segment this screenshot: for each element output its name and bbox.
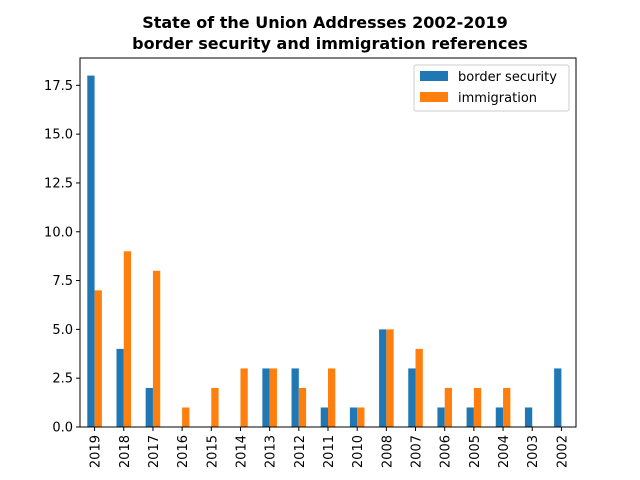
bar-border-security-2013 — [262, 368, 270, 427]
bars-group — [87, 75, 562, 427]
x-tick-label: 2003 — [526, 435, 541, 468]
x-tick-label: 2007 — [410, 435, 425, 468]
bar-immigration-2015 — [211, 387, 219, 427]
bar-border-security-2011 — [320, 407, 328, 427]
bar-border-security-2007 — [408, 368, 416, 427]
bar-border-security-2008 — [379, 329, 387, 427]
bar-immigration-2018 — [123, 251, 132, 427]
bar-immigration-2019 — [94, 290, 102, 427]
bar-border-security-2017 — [145, 387, 153, 427]
x-axis-ticks: 2019 2018 2017 2016 2015 2014 2013 2012 2011 2010… — [89, 427, 570, 468]
y-tick-label: 12.5 — [44, 176, 73, 191]
bar-border-security-2010 — [349, 407, 358, 427]
x-tick-label: 2010 — [351, 435, 366, 468]
x-tick-label: 2006 — [439, 435, 454, 468]
x-tick-label: 2016 — [176, 435, 191, 468]
x-tick-label: 2015 — [205, 435, 220, 468]
bar-immigration-2012 — [298, 387, 307, 427]
legend-swatch-immigration — [420, 92, 448, 102]
legend-swatch-border-security — [420, 71, 448, 81]
x-tick-label: 2005 — [468, 435, 483, 468]
bar-immigration-2004 — [503, 387, 511, 427]
bar-immigration-2011 — [328, 368, 336, 427]
bar-border-security-2003 — [524, 407, 533, 427]
x-tick-label: 2014 — [234, 435, 249, 468]
bar-immigration-2007 — [415, 348, 423, 427]
bar-immigration-2013 — [269, 368, 277, 427]
bar-immigration-2016 — [182, 407, 190, 427]
bar-immigration-2005 — [473, 387, 482, 427]
bar-border-security-2002 — [554, 368, 562, 427]
legend: border security immigration — [413, 64, 570, 112]
bar-immigration-2010 — [357, 407, 365, 427]
legend-box — [413, 64, 570, 112]
x-tick-label: 2018 — [118, 435, 133, 468]
x-tick-label: 2017 — [147, 435, 162, 468]
x-tick-label: 2011 — [322, 435, 337, 468]
y-tick-label: 15.0 — [44, 128, 73, 143]
y-tick-label: 5.0 — [52, 323, 73, 338]
bar-immigration-2008 — [386, 329, 394, 427]
legend-label-immigration: immigration — [458, 91, 537, 106]
bar-border-security-2004 — [495, 407, 504, 427]
x-tick-label: 2012 — [293, 435, 308, 468]
bar-border-security-2005 — [466, 407, 474, 427]
bar-border-security-2019 — [87, 75, 95, 427]
y-tick-label: 7.5 — [52, 274, 73, 289]
bar-border-security-2006 — [437, 407, 445, 427]
x-tick-label: 2002 — [555, 435, 570, 468]
x-tick-label: 2004 — [497, 435, 512, 468]
bar-immigration-2017 — [152, 270, 161, 427]
plot-frame — [79, 57, 577, 428]
y-tick-label: 10.0 — [44, 225, 73, 240]
bar-immigration-2014 — [240, 368, 248, 427]
bar-border-security-2012 — [291, 368, 299, 427]
bar-border-security-2018 — [116, 348, 124, 427]
y-tick-label: 17.5 — [44, 79, 73, 94]
x-tick-label: 2008 — [380, 435, 395, 468]
legend-label-border-security: border security — [458, 70, 557, 85]
y-tick-label: 0.0 — [52, 421, 73, 436]
chart-title: State of the Union Addresses 2002-2019 — [142, 13, 508, 32]
y-tick-label: 2.5 — [52, 372, 73, 387]
y-axis-ticks: 0.0 2.5 5.0 7.5 10.0 12.5 15.0 17.5 — [44, 79, 80, 436]
x-tick-label: 2013 — [264, 435, 279, 468]
x-tick-label: 2019 — [89, 435, 104, 468]
bar-immigration-2006 — [444, 387, 452, 427]
chart-subtitle: border security and immigration referenc… — [132, 34, 528, 53]
